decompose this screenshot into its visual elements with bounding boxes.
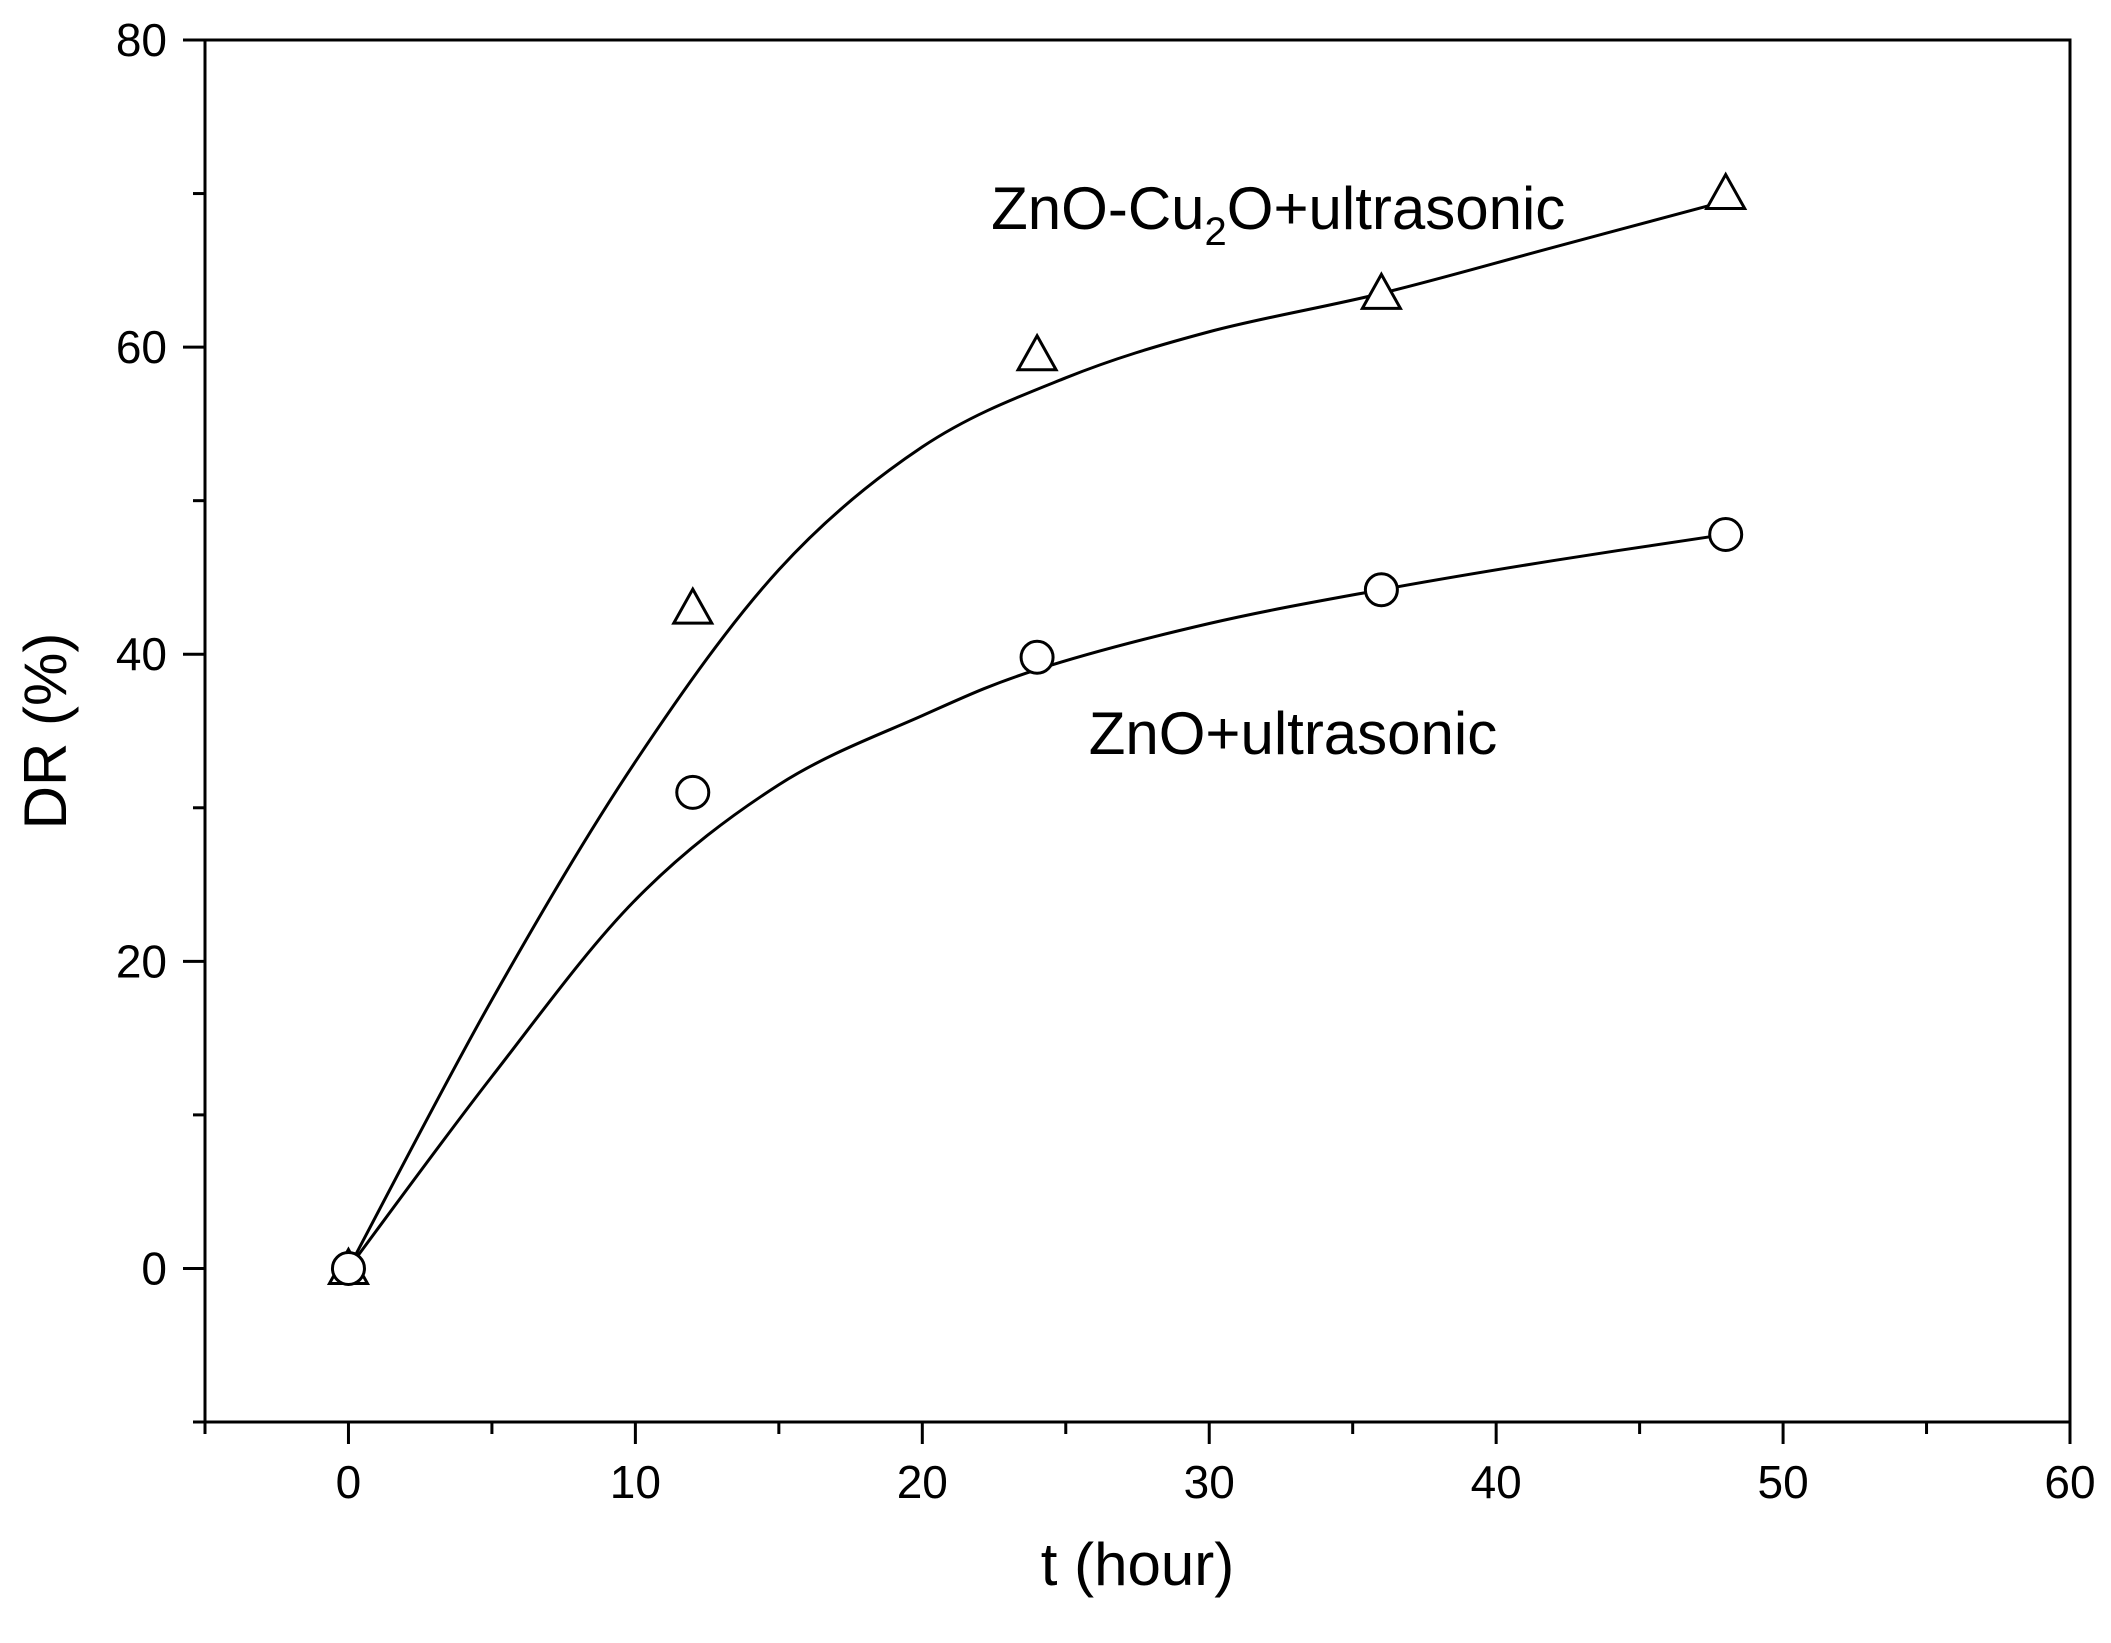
data-point-circle [1019, 639, 1055, 675]
data-point-circle [330, 1250, 366, 1286]
data-point-circle [1363, 572, 1399, 608]
x-axis-title: t (hour) [1041, 1531, 1234, 1598]
fit-curves [347, 199, 1727, 1270]
x-tick-label: 0 [336, 1456, 362, 1508]
x-tick-label: 10 [610, 1456, 661, 1508]
x-tick-label: 40 [1471, 1456, 1522, 1508]
data-point-triangle [1015, 332, 1059, 372]
y-tick-label: 80 [116, 14, 167, 66]
data-point-triangle [1704, 171, 1748, 211]
fit-curve-circle [347, 532, 1726, 1270]
data-point-circle [1708, 516, 1744, 552]
data-point-circle [675, 774, 711, 810]
series-annotations: ZnO-Cu2O+ultrasonic ZnO+ultrasonic [991, 175, 1565, 767]
data-point-triangle [1359, 271, 1403, 310]
data-point-triangle [671, 586, 715, 625]
fit-curve-triangle [347, 199, 1727, 1270]
y-axis-title: DR (%) [12, 633, 79, 830]
y-tick-label: 20 [116, 935, 167, 987]
series-annotation: ZnO-Cu2O+ultrasonic [991, 175, 1565, 254]
x-tick-label: 50 [1757, 1456, 1808, 1508]
x-tick-label: 30 [1184, 1456, 1235, 1508]
x-tick-label: 20 [897, 1456, 948, 1508]
x-tick-label: 60 [2044, 1456, 2095, 1508]
y-tick-label: 0 [141, 1242, 167, 1294]
y-tick-label: 40 [116, 628, 167, 680]
series-annotation: ZnO+ultrasonic [1089, 700, 1498, 767]
y-tick-label: 60 [116, 321, 167, 373]
axis-tick-labels: 0 10 20 30 40 50 60 0 20 40 60 80 [116, 14, 2096, 1508]
axis-ticks [183, 38, 2072, 1444]
plot-frame [203, 38, 2072, 1424]
data-markers [326, 171, 1748, 1286]
